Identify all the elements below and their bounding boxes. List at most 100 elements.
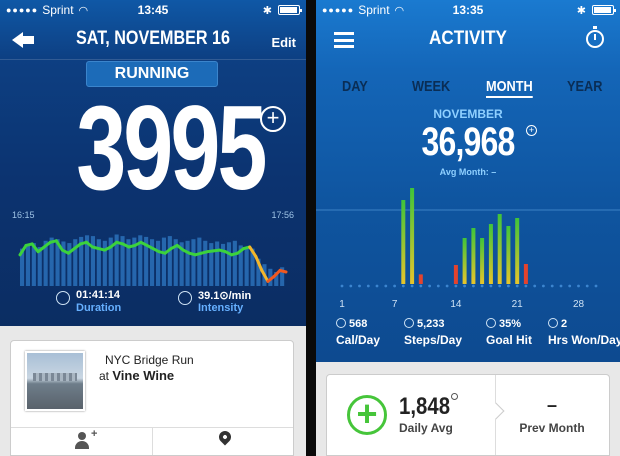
intensity-bar — [31, 243, 36, 286]
stopwatch-icon — [56, 291, 70, 305]
place-prefix: at — [99, 369, 110, 383]
day-marker — [366, 284, 370, 288]
nav-header: SAT, NOVEMBER 16 Edit — [0, 20, 306, 60]
activity-bar — [515, 218, 520, 284]
intensity-bar — [126, 239, 131, 286]
day-marker — [515, 284, 519, 288]
status-bar: ●●●●● Sprint ◠ 13:45 ✱ — [0, 0, 306, 20]
month-stats: 568 Cal/Day 5,233 Steps/Day 35% Goal Hit… — [316, 318, 620, 354]
day-marker — [393, 284, 396, 288]
activity-bar — [506, 226, 511, 284]
day-marker — [507, 284, 510, 288]
intensity-bar — [191, 239, 196, 286]
day-marker — [472, 284, 475, 288]
gauge-icon — [178, 291, 192, 305]
month-label: NOVEMBER — [433, 107, 503, 121]
chart-start-time: 16:15 — [12, 210, 35, 220]
add-plus-icon: + — [91, 428, 98, 440]
day-marker — [463, 284, 466, 288]
activity-bar — [497, 214, 502, 284]
run-detail-screen: ●●●●● Sprint ◠ 13:45 ✱ SAT, NOVEMBER 16 … — [0, 0, 306, 456]
prev-month-label[interactable]: Prev Month — [519, 421, 585, 435]
intensity-line-segment — [30, 242, 40, 254]
activity-bar — [418, 274, 423, 284]
tab-day[interactable]: DAY — [342, 78, 368, 95]
hours-won-value: 2 — [561, 318, 568, 330]
status-time: 13:35 — [452, 3, 484, 17]
stopwatch-icon[interactable] — [586, 26, 604, 48]
day-marker — [375, 284, 379, 288]
activity-bar — [410, 188, 415, 284]
duration-label: Duration — [76, 302, 122, 314]
intensity-bar — [150, 239, 155, 286]
day-marker — [524, 284, 528, 288]
day-marker — [401, 284, 405, 288]
day-marker — [349, 284, 353, 288]
plus-circle-icon[interactable]: + — [260, 106, 286, 132]
intensity-bar — [156, 240, 161, 286]
day-marker — [559, 284, 563, 288]
edit-button[interactable]: Edit — [271, 35, 296, 50]
intensity-bar — [244, 247, 249, 286]
day-marker — [568, 284, 572, 288]
add-activity-icon[interactable]: + — [347, 395, 387, 435]
intensity-bar — [132, 237, 137, 286]
intensity-bar — [274, 272, 279, 286]
day-marker — [542, 284, 545, 288]
battery-icon — [592, 5, 616, 15]
day-marker — [419, 284, 423, 288]
day-marker — [533, 284, 537, 288]
intensity-bar — [250, 248, 255, 286]
location-pin-icon[interactable] — [216, 428, 234, 446]
plus-circle-icon[interactable]: + — [526, 125, 537, 136]
battery-icon — [278, 5, 302, 15]
add-friend-icon[interactable] — [75, 432, 91, 450]
intensity-bar — [102, 240, 107, 286]
intensity-bar — [25, 245, 30, 286]
tab-year[interactable]: YEAR — [567, 78, 603, 95]
daily-avg-value: 1,848 — [399, 393, 451, 420]
day-marker — [428, 284, 431, 288]
activity-photo[interactable] — [25, 351, 85, 411]
fuel-points-value: 3995 — [76, 81, 267, 215]
run-stats: 01:41:14 Duration 39.1⊙/min Intensity — [0, 287, 306, 323]
intensity-bar — [232, 240, 237, 286]
back-arrow-icon[interactable] — [12, 32, 34, 48]
tab-week[interactable]: WEEK — [412, 78, 451, 95]
activity-type-badge[interactable]: RUNNING — [86, 61, 218, 87]
page-title: SAT, NOVEMBER 16 — [75, 28, 231, 49]
daily-avg-label: Daily Avg — [399, 421, 453, 435]
steps-label: Steps/Day — [404, 333, 463, 347]
intensity-bar — [209, 243, 214, 286]
intensity-value: 39.1⊙/min — [198, 290, 252, 302]
menu-icon[interactable] — [334, 32, 354, 48]
activity-bar — [401, 200, 406, 284]
intensity-bar — [138, 235, 143, 286]
signal-icon: ●●●●● — [6, 5, 39, 15]
prev-month-value[interactable]: – — [546, 395, 557, 415]
intensity-bar — [61, 241, 66, 286]
plus-circle-icon — [486, 318, 496, 328]
intensity-line-segment — [18, 243, 28, 257]
activity-card[interactable]: NYC Bridge Run at Vine Wine + — [10, 340, 294, 456]
intensity-bar — [20, 248, 25, 286]
month-total-value: 36,968 — [421, 120, 515, 164]
duration-value: 01:41:14 — [76, 289, 121, 301]
tab-month[interactable]: MONTH — [486, 78, 533, 98]
clock-icon — [548, 318, 558, 328]
intensity-bar — [90, 236, 95, 286]
day-marker — [436, 284, 440, 288]
intensity-bar — [203, 240, 208, 286]
status-time: 13:45 — [137, 3, 169, 17]
intensity-bar — [179, 242, 184, 286]
wifi-icon: ◠ — [394, 4, 405, 17]
calories-stat: 568 Cal/Day — [336, 318, 380, 347]
x-tick-label: 7 — [392, 299, 398, 310]
signal-icon: ●●●●● — [322, 5, 355, 15]
flame-icon — [336, 318, 346, 328]
intensity-line-segment — [248, 245, 258, 258]
activity-bar — [488, 224, 493, 284]
intensity-bar — [108, 237, 113, 286]
intensity-line-segment — [254, 254, 264, 272]
day-marker — [410, 284, 414, 288]
